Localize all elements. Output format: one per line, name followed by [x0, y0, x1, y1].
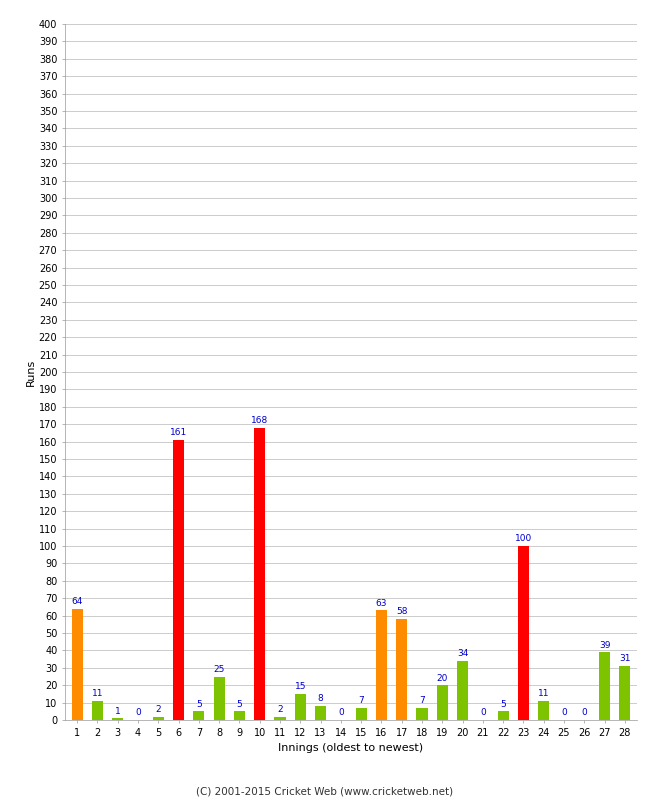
Bar: [518, 546, 529, 720]
Bar: [457, 661, 468, 720]
Text: 20: 20: [437, 674, 448, 682]
Text: (C) 2001-2015 Cricket Web (www.cricketweb.net): (C) 2001-2015 Cricket Web (www.cricketwe…: [196, 786, 454, 796]
Text: 0: 0: [480, 708, 486, 718]
Text: 34: 34: [457, 650, 468, 658]
Text: 31: 31: [619, 654, 630, 663]
X-axis label: Innings (oldest to newest): Innings (oldest to newest): [278, 743, 424, 753]
Text: 8: 8: [318, 694, 324, 703]
Bar: [234, 711, 245, 720]
Bar: [356, 708, 367, 720]
Bar: [294, 694, 306, 720]
Text: 58: 58: [396, 607, 408, 617]
Bar: [315, 706, 326, 720]
Bar: [153, 717, 164, 720]
Text: 2: 2: [277, 705, 283, 714]
Text: 0: 0: [135, 708, 141, 718]
Y-axis label: Runs: Runs: [26, 358, 36, 386]
Text: 161: 161: [170, 428, 187, 438]
Bar: [72, 609, 83, 720]
Text: 15: 15: [294, 682, 306, 691]
Text: 0: 0: [561, 708, 567, 718]
Text: 25: 25: [213, 665, 225, 674]
Bar: [538, 701, 549, 720]
Text: 0: 0: [581, 708, 587, 718]
Text: 1: 1: [115, 706, 121, 716]
Text: 5: 5: [196, 700, 202, 709]
Bar: [254, 428, 265, 720]
Text: 5: 5: [500, 700, 506, 709]
Text: 11: 11: [92, 690, 103, 698]
Text: 63: 63: [376, 598, 387, 608]
Bar: [396, 619, 408, 720]
Bar: [437, 685, 448, 720]
Bar: [193, 711, 205, 720]
Text: 2: 2: [155, 705, 161, 714]
Text: 100: 100: [515, 534, 532, 543]
Bar: [619, 666, 630, 720]
Bar: [173, 440, 184, 720]
Text: 5: 5: [237, 700, 242, 709]
Bar: [92, 701, 103, 720]
Bar: [376, 610, 387, 720]
Text: 39: 39: [599, 641, 610, 650]
Bar: [112, 718, 124, 720]
Bar: [599, 652, 610, 720]
Bar: [417, 708, 428, 720]
Text: 11: 11: [538, 690, 549, 698]
Bar: [214, 677, 225, 720]
Bar: [497, 711, 509, 720]
Text: 168: 168: [251, 416, 268, 425]
Text: 64: 64: [72, 597, 83, 606]
Text: 7: 7: [358, 696, 364, 706]
Text: 7: 7: [419, 696, 425, 706]
Bar: [274, 717, 285, 720]
Text: 0: 0: [338, 708, 344, 718]
